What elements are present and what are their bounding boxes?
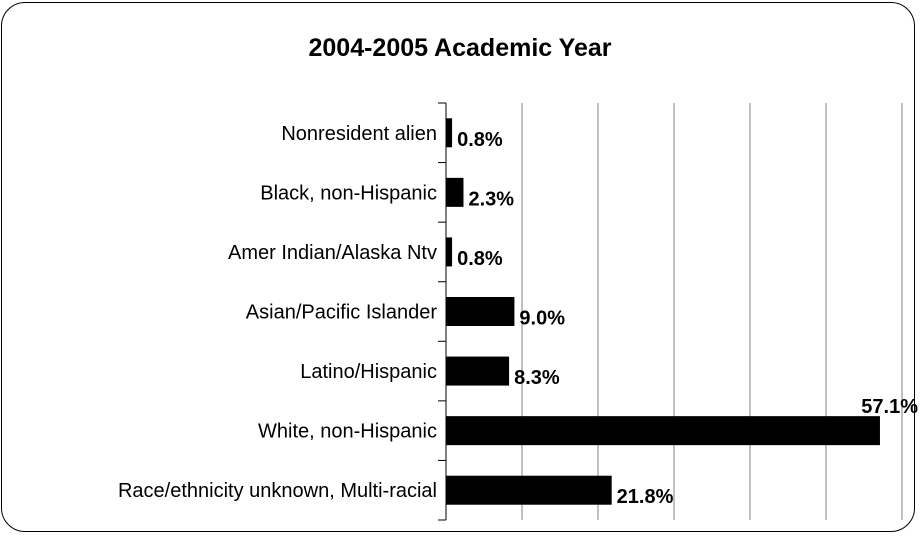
data-label-0: 0.8% <box>457 129 503 151</box>
category-label-5: White, non-Hispanic <box>258 421 437 443</box>
bar-6 <box>446 475 612 505</box>
data-label-1: 2.3% <box>468 188 514 210</box>
category-label-3: Asian/Pacific Islander <box>246 302 438 324</box>
data-label-5: 57.1% <box>861 396 918 418</box>
bar-4 <box>446 356 510 386</box>
axis-layer <box>438 102 447 521</box>
data-label-6: 21.8% <box>617 486 674 508</box>
category-label-1: Black, non-Hispanic <box>260 182 437 204</box>
grid-layer <box>521 103 903 520</box>
category-label-2: Amer Indian/Alaska Ntv <box>228 242 437 264</box>
data-label-2: 0.8% <box>457 248 503 270</box>
label-layer: Nonresident alien 0.8% Black, non-Hispanic… <box>118 123 918 508</box>
bar-0 <box>446 118 453 148</box>
bar-2 <box>446 237 453 267</box>
bar-1 <box>446 177 464 207</box>
data-label-4: 8.3% <box>514 367 560 389</box>
category-label-0: Nonresident alien <box>281 123 437 145</box>
category-label-4: Latino/Hispanic <box>300 361 437 383</box>
bar-3 <box>446 297 515 326</box>
bar-layer <box>446 118 880 505</box>
bar-5 <box>446 416 880 446</box>
data-label-3: 9.0% <box>519 308 565 330</box>
category-label-6: Race/ethnicity unknown, Multi-racial <box>118 480 437 502</box>
chart-title: 2004-2005 Academic Year <box>308 34 612 62</box>
